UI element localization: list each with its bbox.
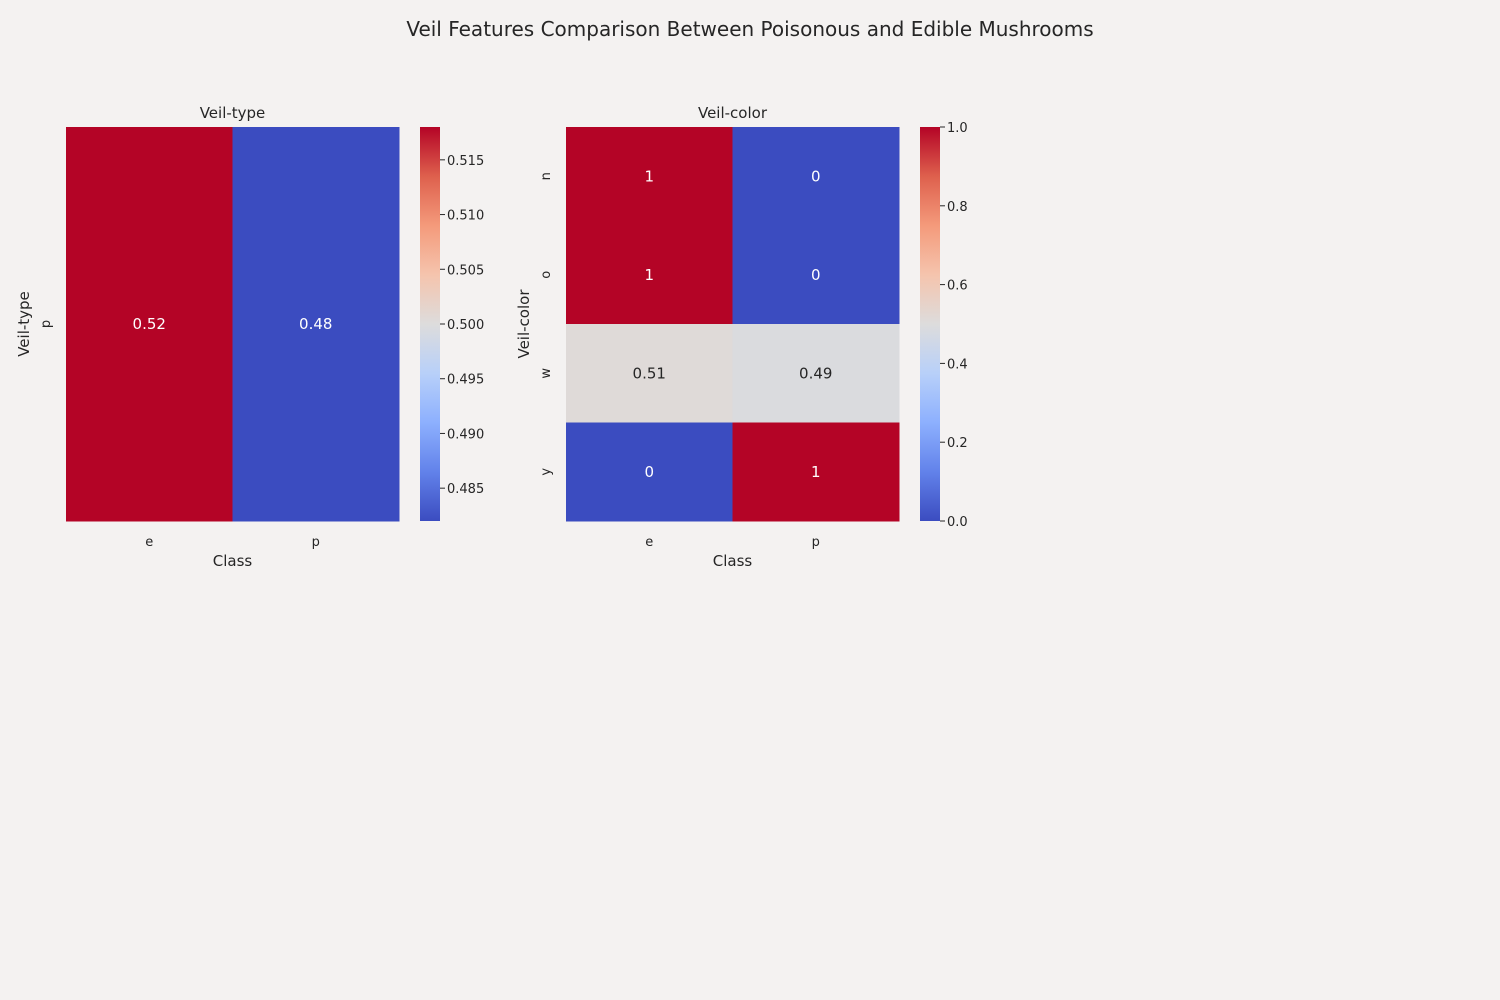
colorbar-tick-label: 0.500 xyxy=(447,318,484,333)
cell-annotation: 0 xyxy=(811,167,821,185)
cell-annotation: 0.48 xyxy=(299,315,332,333)
y-tick-label: p xyxy=(39,320,54,328)
y-axis-label: Veil-type xyxy=(15,291,33,357)
cell-annotation: 1 xyxy=(644,266,654,284)
y-tick-label: w xyxy=(539,368,554,379)
heatmap-cell xyxy=(566,127,733,226)
heatmap-cell xyxy=(566,324,733,423)
x-axis-label: Class xyxy=(713,552,753,570)
colorbar-tick-label: 0.510 xyxy=(447,209,484,224)
y-axis-label: Veil-color xyxy=(515,289,533,359)
heatmap-cell xyxy=(732,127,900,226)
colorbar-tick-label: 0.485 xyxy=(447,482,484,497)
panel-title: Veil-color xyxy=(698,104,768,122)
x-tick-label: p xyxy=(812,535,820,550)
colorbar-tick-label: 0.2 xyxy=(947,436,968,451)
panels: Veil-type 0.52 0.48 e p Class p Veil-type 0.485 0… xyxy=(15,104,968,570)
cell-annotation: 0.51 xyxy=(633,364,666,382)
x-tick-label: e xyxy=(145,535,153,550)
cell-annotation: 0.52 xyxy=(133,315,166,333)
heatmap-cell xyxy=(732,324,900,423)
cell-annotation: 0.49 xyxy=(799,364,832,382)
colorbar-tick-label: 0.490 xyxy=(447,427,484,442)
colorbar-tick-label: 0.8 xyxy=(947,200,968,215)
heatmap-cell xyxy=(732,225,900,325)
colorbar-tick-label: 0.495 xyxy=(447,373,484,388)
colorbar xyxy=(420,127,440,521)
colorbar xyxy=(920,127,940,521)
chart-suptitle: Veil Features Comparison Between Poisono… xyxy=(406,17,1093,41)
colorbar-tick-label: 0.6 xyxy=(947,279,968,294)
heatmap-panel-1: Veil-type 0.52 0.48 e p Class p Veil-type 0.485 0… xyxy=(15,104,484,570)
heatmap-cell xyxy=(66,127,233,522)
y-tick-label: n xyxy=(539,172,554,180)
colorbar-tick-label: 1.0 xyxy=(947,121,968,136)
cell-annotation: 1 xyxy=(811,463,821,481)
cell-annotation: 1 xyxy=(644,167,654,185)
colorbar-tick-label: 0.4 xyxy=(947,357,968,372)
cell-annotation: 0 xyxy=(644,463,654,481)
x-tick-label: p xyxy=(312,535,320,550)
x-axis-label: Class xyxy=(213,552,253,570)
heatmap-panel-2: Veil-color 1 0 1 0 0.51 0.49 0 1 e p Class n o w y Veil-… xyxy=(515,104,968,570)
colorbar-tick-label: 0.505 xyxy=(447,263,484,278)
x-tick-label: e xyxy=(645,535,653,550)
y-tick-label: o xyxy=(539,271,554,279)
colorbar-tick-label: 0.0 xyxy=(947,515,968,530)
panel-title: Veil-type xyxy=(200,104,266,122)
heatmap-cell xyxy=(566,225,733,325)
cell-annotation: 0 xyxy=(811,266,821,284)
heatmap-cell xyxy=(232,127,400,522)
heatmap-cell xyxy=(566,422,733,522)
y-tick-label: y xyxy=(539,468,554,476)
heatmap-cell xyxy=(732,422,900,522)
colorbar-tick-label: 0.515 xyxy=(447,154,484,169)
